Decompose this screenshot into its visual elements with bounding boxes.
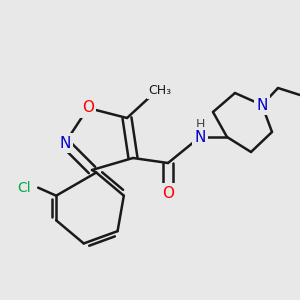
Text: N: N: [256, 98, 268, 112]
Text: O: O: [82, 100, 94, 116]
Text: N: N: [194, 130, 206, 145]
Text: Cl: Cl: [17, 181, 31, 195]
Text: O: O: [162, 185, 174, 200]
Text: CH₃: CH₃: [148, 85, 172, 98]
Text: N: N: [59, 136, 71, 151]
Text: H: H: [195, 118, 205, 131]
